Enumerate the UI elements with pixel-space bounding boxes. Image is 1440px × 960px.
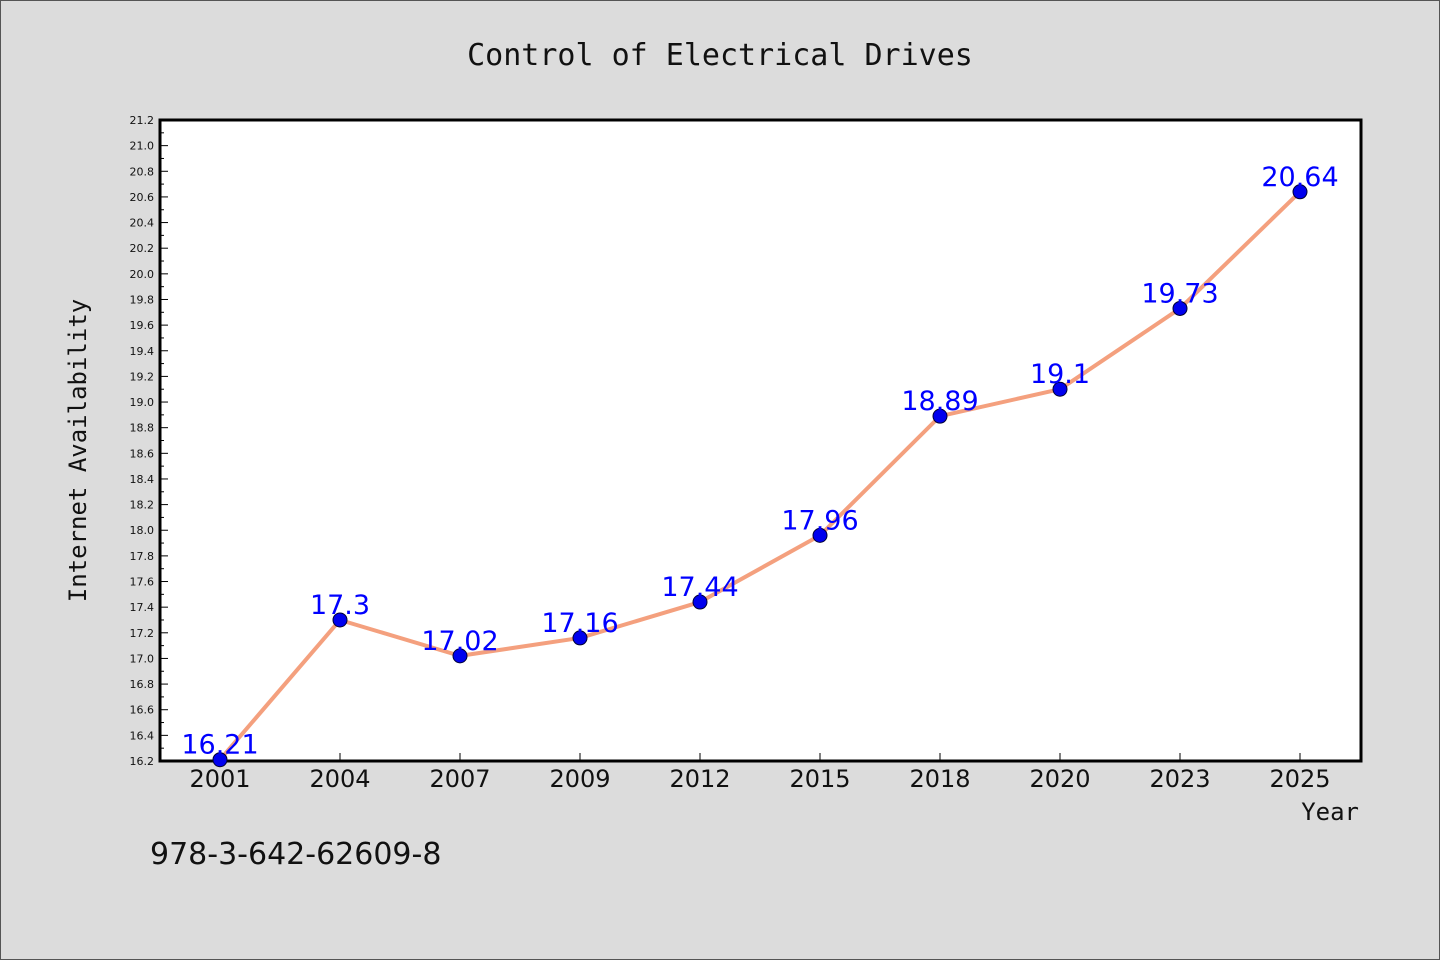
y-tick-label: 17.6 <box>130 576 155 589</box>
y-axis-label: Internet Availability <box>64 299 92 602</box>
y-tick-label: 16.4 <box>130 729 155 742</box>
plot-area <box>158 118 1363 763</box>
x-tick-label: 2018 <box>909 765 970 793</box>
y-tick-label: 16.8 <box>130 678 155 691</box>
y-tick-label: 20.4 <box>130 217 155 230</box>
y-tick-label: 19.8 <box>130 293 155 306</box>
y-tick-label: 17.2 <box>130 627 155 640</box>
series-line <box>218 190 1302 762</box>
y-tick-label: 19.2 <box>130 370 155 383</box>
data-point <box>812 527 828 543</box>
chart-title: Control of Electrical Drives <box>467 38 973 73</box>
data-point <box>1052 381 1068 397</box>
y-tick-label: 20.0 <box>130 268 155 281</box>
y-tick-label: 18.4 <box>130 473 155 486</box>
data-point <box>212 752 228 768</box>
y-tick-label: 17.0 <box>130 652 155 665</box>
x-tick-label: 2009 <box>549 765 610 793</box>
data-point <box>452 648 468 664</box>
y-tick-label: 18.0 <box>130 524 155 537</box>
data-point <box>932 408 948 424</box>
data-label: 17.44 <box>661 572 738 603</box>
y-tick-label: 17.8 <box>130 550 155 563</box>
y-tick-label: 18.2 <box>130 499 155 512</box>
x-tick-label: 2012 <box>669 765 730 793</box>
x-axis-label: Year <box>1301 798 1359 826</box>
y-tick-label: 16.2 <box>130 755 155 768</box>
data-point <box>332 612 348 628</box>
data-label: 17.3 <box>310 590 370 621</box>
y-tick-label: 20.6 <box>130 191 155 204</box>
x-tick-label: 2025 <box>1269 765 1330 793</box>
data-label: 18.89 <box>901 386 978 417</box>
data-point <box>1172 300 1188 316</box>
data-label: 17.16 <box>541 608 618 639</box>
x-tick-label: 2004 <box>309 765 370 793</box>
y-tick-label: 18.6 <box>130 447 155 460</box>
y-tick-label: 18.8 <box>130 422 155 435</box>
data-label: 17.96 <box>781 505 858 536</box>
data-points <box>212 184 1308 768</box>
y-tick-label: 16.6 <box>130 704 155 717</box>
y-axis: 16.2 16.4 16.6 16.8 17.0 17.2 17.4 17.6 17.8 18.0… <box>130 114 168 768</box>
data-label: 19.1 <box>1030 359 1090 390</box>
x-tick-label: 2023 <box>1149 765 1210 793</box>
data-label: 19.73 <box>1141 278 1218 309</box>
x-tick-label: 2020 <box>1029 765 1090 793</box>
x-tick-label: 2007 <box>429 765 490 793</box>
data-labels: 16.21 17.3 17.02 17.16 17.44 17.96 18.89 19.1 19… <box>181 162 1338 761</box>
data-label: 20.64 <box>1261 162 1338 193</box>
x-tick-label: 2015 <box>789 765 850 793</box>
isbn-text: 978-3-642-62609-8 <box>150 837 441 872</box>
x-tick-label: 2001 <box>189 765 250 793</box>
y-tick-label: 21.2 <box>130 114 155 127</box>
y-tick-label: 20.8 <box>130 165 155 178</box>
x-axis: 2001 2004 2007 2009 2012 2015 2018 2020 2023 2025 <box>189 753 1331 793</box>
y-tick-label: 17.4 <box>130 601 155 614</box>
data-label: 16.21 <box>181 730 258 761</box>
data-point <box>692 594 708 610</box>
data-label: 17.02 <box>421 626 498 657</box>
data-point <box>572 630 588 646</box>
y-tick-label: 19.0 <box>130 396 155 409</box>
y-tick-label: 19.6 <box>130 319 155 332</box>
y-tick-label: 20.2 <box>130 242 155 255</box>
data-point <box>1292 184 1308 200</box>
y-tick-label: 19.4 <box>130 345 155 358</box>
y-tick-label: 21.0 <box>130 140 155 153</box>
